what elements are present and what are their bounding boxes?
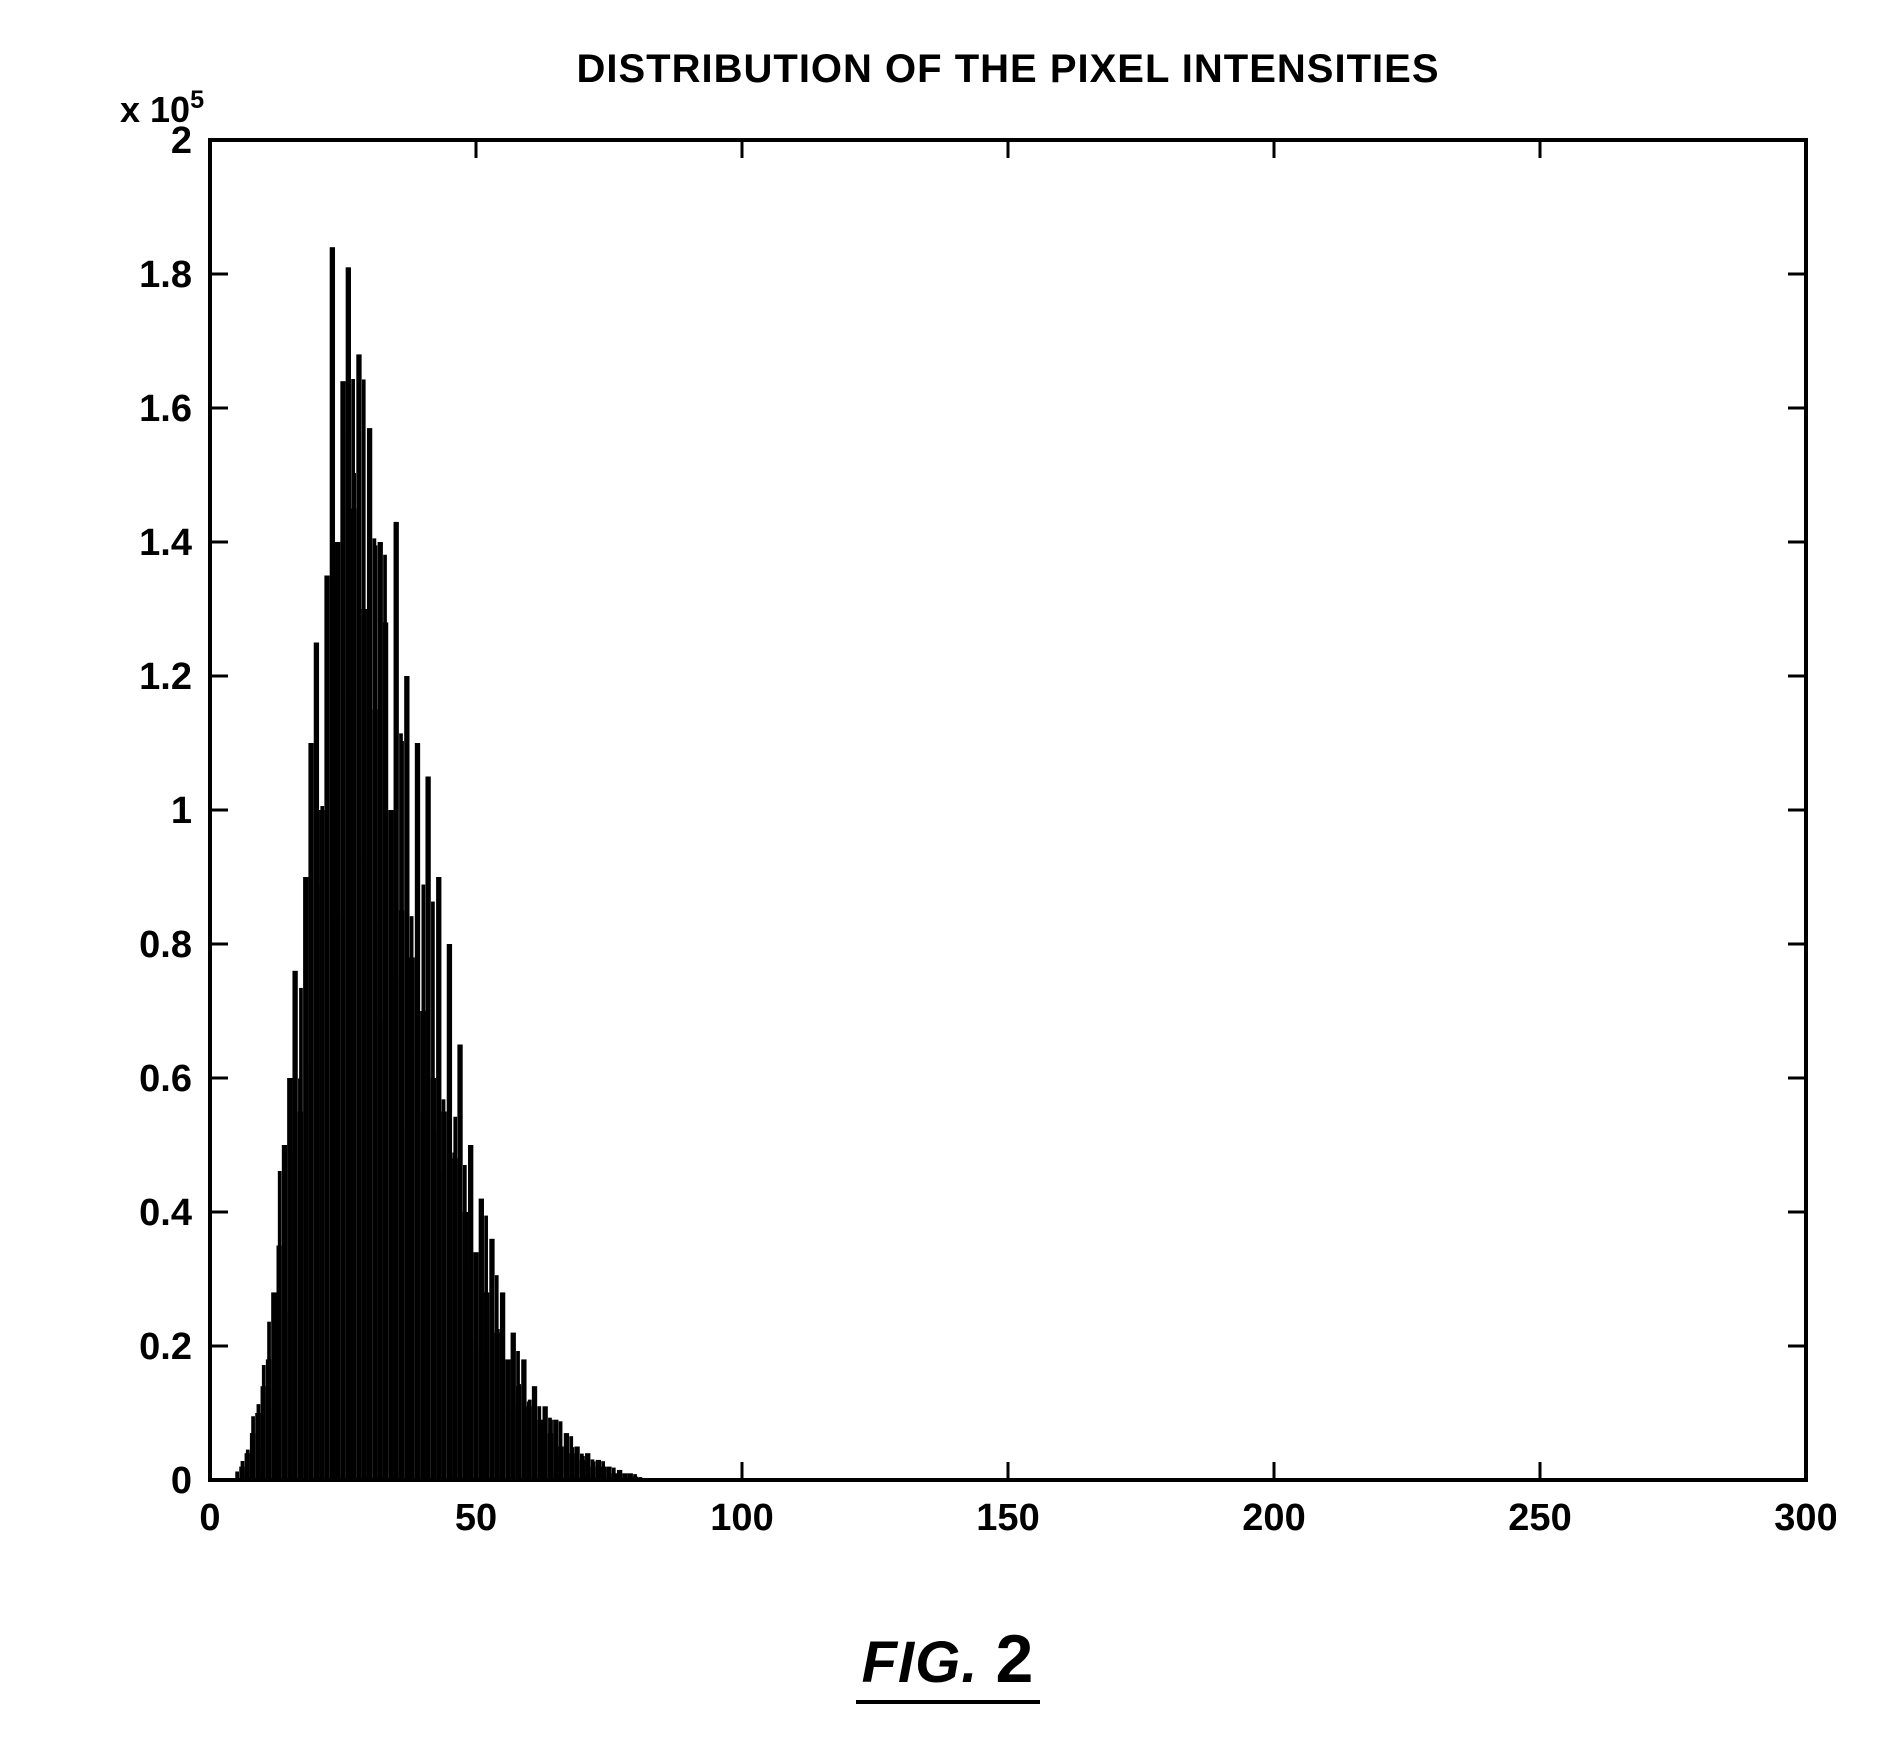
histogram-chart: DISTRIBUTION OF THE PIXEL INTENSITIESx 1… <box>60 30 1836 1590</box>
svg-text:300: 300 <box>1774 1497 1836 1539</box>
figure-caption: FIG. 2 <box>0 1620 1896 1704</box>
chart-svg: DISTRIBUTION OF THE PIXEL INTENSITIESx 1… <box>60 30 1836 1590</box>
caption-number: 2 <box>996 1621 1035 1697</box>
svg-text:100: 100 <box>710 1497 773 1539</box>
svg-text:1.6: 1.6 <box>139 388 192 430</box>
svg-text:0.8: 0.8 <box>139 924 192 966</box>
svg-text:0: 0 <box>171 1460 192 1502</box>
svg-text:0.6: 0.6 <box>139 1058 192 1100</box>
svg-text:DISTRIBUTION OF THE PIXEL INTE: DISTRIBUTION OF THE PIXEL INTENSITIES <box>577 47 1440 91</box>
svg-text:1.8: 1.8 <box>139 254 192 296</box>
caption-prefix: FIG. <box>862 1630 979 1695</box>
svg-text:250: 250 <box>1508 1497 1571 1539</box>
svg-text:200: 200 <box>1242 1497 1305 1539</box>
svg-text:2: 2 <box>171 120 192 162</box>
page: DISTRIBUTION OF THE PIXEL INTENSITIESx 1… <box>0 0 1896 1755</box>
svg-text:50: 50 <box>455 1497 497 1539</box>
svg-text:1: 1 <box>171 790 192 832</box>
svg-text:0.2: 0.2 <box>139 1326 192 1368</box>
svg-text:1.2: 1.2 <box>139 656 192 698</box>
svg-text:0.4: 0.4 <box>139 1192 192 1234</box>
svg-text:1.4: 1.4 <box>139 522 192 564</box>
svg-text:150: 150 <box>976 1497 1039 1539</box>
svg-text:0: 0 <box>199 1497 220 1539</box>
